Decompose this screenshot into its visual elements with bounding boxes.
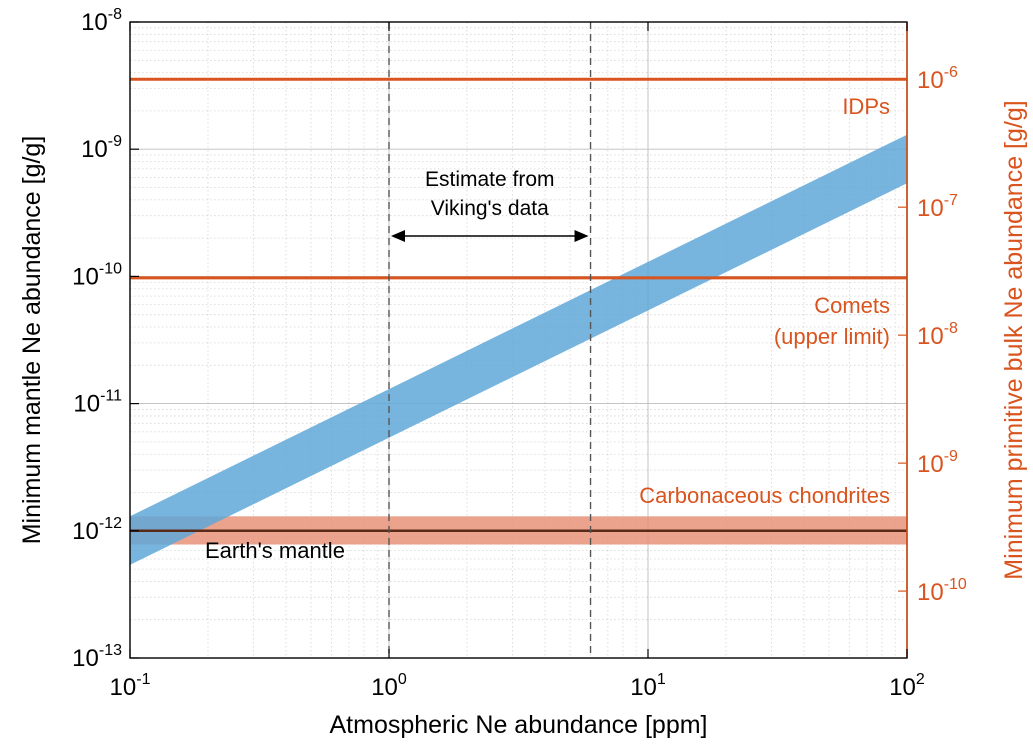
x-tick-label: 100	[371, 671, 407, 701]
y-tick-label: 10-12	[72, 515, 122, 545]
axes: 10-1 100 101 102 10-13 10-12 10-11 10-10 10-9 10-…	[18, 6, 1028, 739]
viking-range-arrowhead-left	[391, 230, 405, 242]
minimum-mantle-ne-band	[130, 134, 907, 565]
viking-range-arrowhead-right	[574, 230, 589, 242]
viking-estimate-lines-layer	[388, 22, 592, 658]
y2-tick-label: 10-9	[917, 448, 958, 478]
x-tick-label: 101	[630, 671, 666, 701]
x-tick-label: 10-1	[110, 671, 151, 701]
y2-tick-label: 10-10	[917, 576, 967, 606]
y-tick-label: 10-9	[81, 133, 122, 163]
y2-tick-label: 10-7	[917, 192, 958, 222]
y-tick-label: 10-11	[73, 388, 122, 418]
y-tick-label: 10-13	[72, 642, 122, 672]
comets-sublabel: (upper limit)	[774, 324, 890, 349]
y2-tick-label: 10-6	[917, 64, 958, 94]
y-tick-label: 10-10	[72, 260, 122, 290]
y-tick-label: 10-8	[81, 6, 122, 36]
x-axis-title: Atmospheric Ne abundance [ppm]	[330, 711, 708, 739]
y2-tick-label: 10-8	[917, 320, 958, 350]
abundance-band-layer	[130, 134, 907, 565]
y2-axis-title: Minimum primitive bulk Ne abundance [g/g…	[1000, 100, 1028, 579]
grid	[129, 21, 908, 659]
viking-annotation-line1: Estimate from	[425, 168, 555, 191]
idps-label: IDPs	[842, 94, 890, 119]
carbonaceous-chondrites-label: Carbonaceous chondrites	[639, 483, 890, 508]
comets-label: Comets	[814, 293, 890, 318]
annotations: IDPs Comets (upper limit) Carbonaceous chon…	[205, 94, 890, 563]
x-tick-label: 102	[889, 671, 925, 701]
viking-annotation-line2: Viking's data	[431, 197, 549, 220]
reference-lines-layer	[130, 77, 907, 280]
earth-mantle-label: Earth's mantle	[205, 538, 345, 563]
y-axis-title: Minimum mantle Ne abundance [g/g]	[18, 136, 46, 545]
